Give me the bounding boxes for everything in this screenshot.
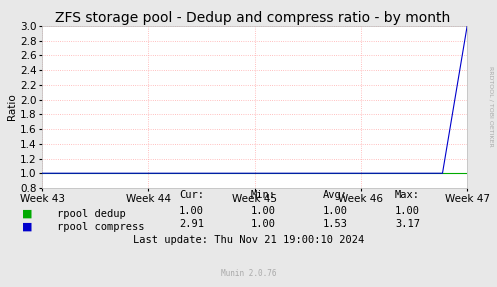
Text: Last update: Thu Nov 21 19:00:10 2024: Last update: Thu Nov 21 19:00:10 2024 bbox=[133, 234, 364, 245]
Text: Min:: Min: bbox=[251, 190, 276, 200]
Text: 1.00: 1.00 bbox=[323, 206, 348, 216]
Text: rpool dedup: rpool dedup bbox=[57, 209, 126, 219]
Text: ■: ■ bbox=[22, 222, 33, 232]
Text: ZFS storage pool - Dedup and compress ratio - by month: ZFS storage pool - Dedup and compress ra… bbox=[55, 11, 450, 25]
Text: rpool compress: rpool compress bbox=[57, 222, 145, 232]
Text: ■: ■ bbox=[22, 209, 33, 219]
Text: 1.00: 1.00 bbox=[395, 206, 420, 216]
Text: 1.53: 1.53 bbox=[323, 219, 348, 229]
Y-axis label: Ratio: Ratio bbox=[7, 94, 17, 120]
Text: RRDTOOL / TOBI OETIKER: RRDTOOL / TOBI OETIKER bbox=[488, 66, 493, 147]
Text: Cur:: Cur: bbox=[179, 190, 204, 200]
Text: 1.00: 1.00 bbox=[251, 206, 276, 216]
Text: Avg:: Avg: bbox=[323, 190, 348, 200]
Text: 2.91: 2.91 bbox=[179, 219, 204, 229]
Text: Max:: Max: bbox=[395, 190, 420, 200]
Text: 1.00: 1.00 bbox=[251, 219, 276, 229]
Text: 1.00: 1.00 bbox=[179, 206, 204, 216]
Text: 3.17: 3.17 bbox=[395, 219, 420, 229]
Text: Munin 2.0.76: Munin 2.0.76 bbox=[221, 269, 276, 278]
